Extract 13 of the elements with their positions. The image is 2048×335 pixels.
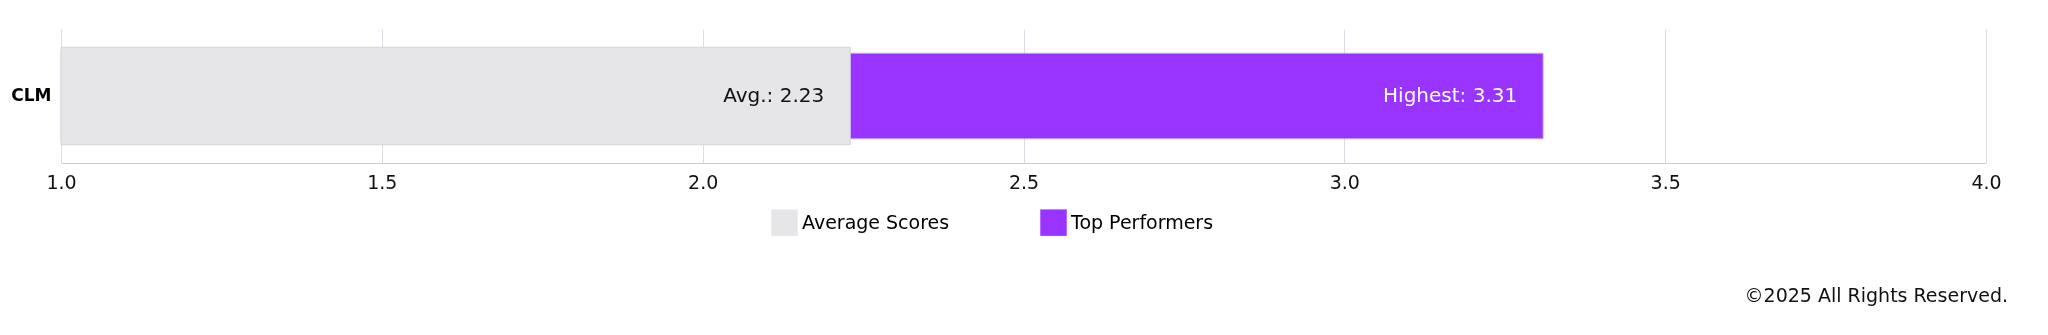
legend-label: Average Scores <box>802 210 950 233</box>
legend-label: Top Performers <box>1070 210 1214 233</box>
data-label: Highest: 3.31 <box>1383 83 1518 107</box>
x-tick-label: 2.0 <box>688 170 719 193</box>
x-tick-label: 2.5 <box>1008 170 1040 193</box>
x-tick-label: 1.0 <box>46 170 77 193</box>
x-tick-label: 1.5 <box>367 170 398 193</box>
x-tick-label: 4.0 <box>1971 170 2002 193</box>
data-label: Avg.: 2.23 <box>723 83 825 107</box>
text: ©2025 All Rights Reserved. <box>1744 284 2008 306</box>
y-tick-label: CLM <box>11 85 52 105</box>
x-tick-label: 3.0 <box>1329 170 1360 193</box>
x-tick-label: 3.5 <box>1650 170 1681 193</box>
